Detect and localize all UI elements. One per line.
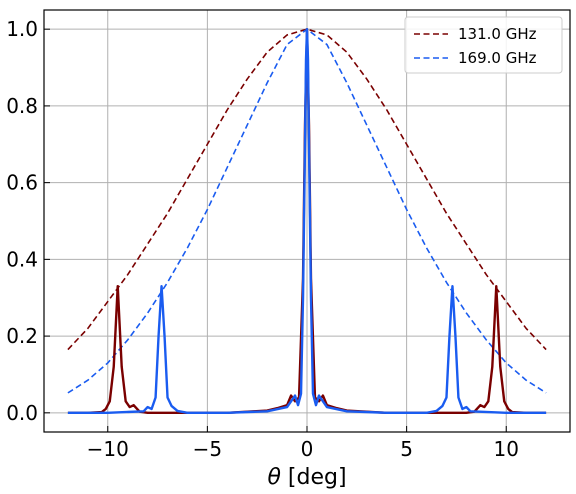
ticks: −10 −5 0 5 10 0.0 0.2 0.4 0.6 0.8 1.0 [6,17,519,461]
series-envelope-0 [67,28,547,351]
x-tick-label: 0 [301,437,314,461]
series-layer [67,27,547,415]
y-tick-label: 0.2 [6,324,38,348]
svg-text:θ [deg]: θ [deg] [267,465,346,490]
legend-label: 169.0 GHz [458,49,537,67]
x-tick-label: −5 [193,437,222,461]
y-tick-label: 0.6 [6,171,38,195]
x-tick-label: 10 [494,437,519,461]
x-tick-label: 5 [400,437,413,461]
series-beam-3 [67,27,547,415]
y-tick-label: 0.4 [6,247,38,271]
y-tick-label: 1.0 [6,17,38,41]
x-axis-label: θ [deg] [267,465,346,490]
y-tick-label: 0.0 [6,401,38,425]
x-axis-label-unit: [deg] [281,465,347,490]
x-axis-label-symbol: θ [267,465,281,490]
x-tick-label: −10 [87,437,129,461]
y-tick-label: 0.8 [6,94,38,118]
legend-label: 131.0 GHz [458,25,537,43]
legend: 131.0 GHz 169.0 GHz [404,16,563,74]
legend-box [404,16,563,74]
